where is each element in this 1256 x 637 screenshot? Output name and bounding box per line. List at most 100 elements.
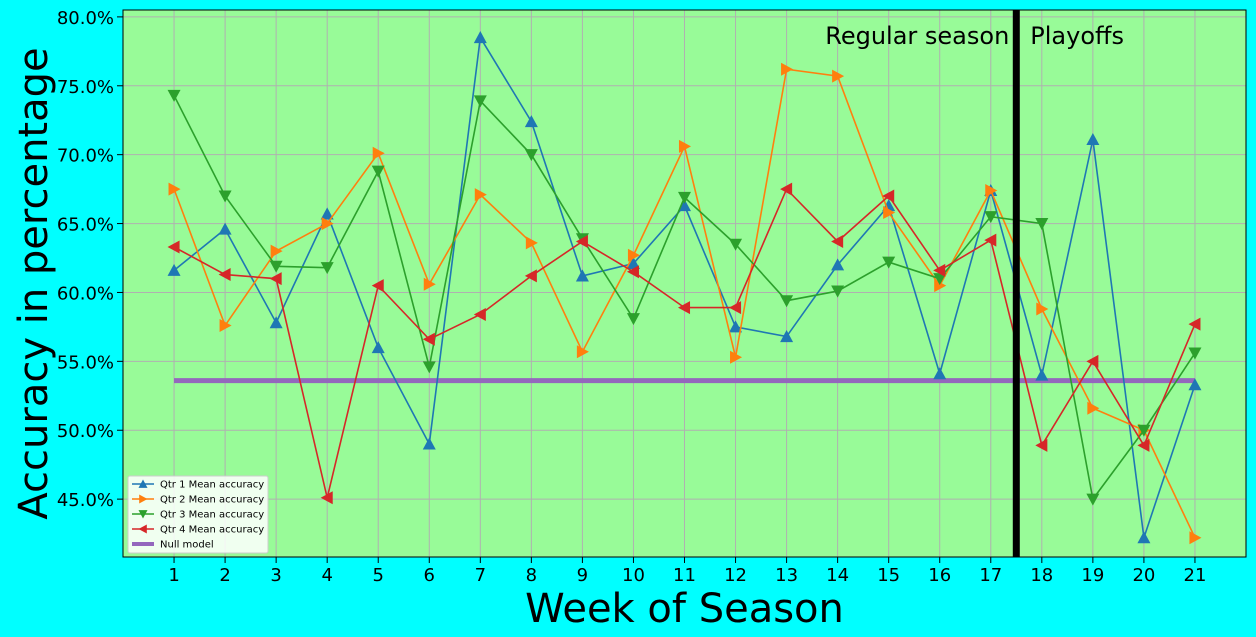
x-tick-label: 3	[270, 565, 281, 586]
x-tick-label: 1	[168, 565, 179, 586]
data-point	[832, 69, 845, 83]
data-point	[524, 269, 537, 283]
data-point	[831, 258, 845, 271]
y-axis-label: Accuracy in percentage	[11, 47, 57, 519]
data-point	[678, 301, 691, 315]
data-point	[473, 308, 486, 322]
data-point	[269, 272, 282, 286]
x-tick-label: 11	[673, 565, 696, 586]
data-point	[371, 279, 384, 293]
data-point	[219, 319, 232, 333]
data-point	[422, 437, 436, 450]
data-point	[167, 240, 180, 254]
series-2	[168, 62, 1202, 545]
x-tick-label: 18	[1030, 565, 1053, 586]
data-point	[831, 234, 844, 248]
data-point	[1189, 531, 1202, 545]
data-point	[627, 248, 640, 262]
data-point	[933, 273, 947, 286]
x-tick-label: 4	[321, 565, 332, 586]
data-point	[781, 62, 794, 76]
data-point	[626, 313, 640, 326]
x-tick-label: 14	[826, 565, 849, 586]
grid	[123, 10, 1246, 557]
x-axis: 1 2 3 4 5 6 7 8 9 10 11 12 13 14 15 16 17 18 19 20 21	[168, 557, 1206, 586]
data-point	[320, 207, 334, 220]
x-tick-label: 5	[373, 565, 384, 586]
data-point	[933, 367, 947, 380]
data-point	[883, 206, 896, 220]
y-tick-label: 45.0%	[57, 490, 114, 511]
legend-box	[127, 475, 269, 554]
y-tick-label: 50.0%	[57, 421, 114, 442]
data-point	[321, 217, 334, 231]
legend-entry: Qtr 1 Mean accuracy	[132, 479, 264, 491]
y-axis: 45.0% 50.0% 55.0% 60.0% 65.0% 70.0% 75.0% 80.0%	[57, 8, 123, 511]
data-point	[729, 238, 743, 251]
data-point	[1086, 354, 1099, 368]
y-tick-label: 75.0%	[57, 77, 114, 98]
data-point	[371, 165, 385, 178]
x-tick-label: 17	[979, 565, 1002, 586]
legend-label: Null model	[160, 540, 214, 551]
y-tick-label: 80.0%	[57, 8, 114, 29]
series-3	[167, 89, 1202, 506]
data-point	[524, 115, 538, 128]
data-point	[1035, 438, 1048, 452]
data-point	[524, 149, 538, 162]
data-point	[1188, 347, 1202, 360]
data-point	[1086, 493, 1100, 506]
data-point	[730, 350, 743, 364]
data-point	[626, 257, 640, 270]
data-point	[831, 285, 845, 298]
data-point	[473, 31, 487, 44]
legend-swatch-marker	[138, 479, 148, 488]
data-point	[984, 233, 997, 247]
y-tick-label: 55.0%	[57, 352, 114, 373]
data-point	[933, 263, 946, 277]
data-point	[167, 89, 181, 102]
legend-label: Qtr 4 Mean accuracy	[160, 525, 264, 536]
x-tick-label: 8	[526, 565, 537, 586]
x-tick-label: 20	[1132, 565, 1155, 586]
data-point	[270, 244, 283, 258]
x-tick-label: 10	[622, 565, 645, 586]
data-point	[984, 211, 998, 224]
data-point	[626, 265, 639, 279]
data-point	[269, 260, 283, 273]
data-point	[882, 256, 896, 269]
data-point	[218, 190, 232, 203]
data-point	[1137, 531, 1151, 544]
data-point	[575, 234, 588, 248]
y-tick-label: 60.0%	[57, 283, 114, 304]
data-point	[423, 277, 436, 291]
legend-label: Qtr 2 Mean accuracy	[160, 495, 264, 506]
data-point	[882, 189, 895, 203]
data-point	[1137, 438, 1150, 452]
legend: Qtr 1 Mean accuracy Qtr 2 Mean accuracy Qt…	[127, 475, 269, 554]
y-tick-label: 65.0%	[57, 215, 114, 236]
x-tick-label: 16	[928, 565, 951, 586]
data-point	[372, 146, 385, 160]
legend-label: Qtr 3 Mean accuracy	[160, 510, 264, 521]
data-point	[576, 345, 589, 359]
legend-entry: Qtr 4 Mean accuracy	[132, 524, 264, 536]
x-tick-label: 12	[724, 565, 747, 586]
annotation-playoffs: Playoffs	[1030, 22, 1124, 50]
data-point	[1137, 424, 1151, 437]
data-point	[422, 332, 435, 346]
x-tick-label: 21	[1184, 565, 1207, 586]
x-tick-label: 15	[877, 565, 900, 586]
data-point	[1086, 133, 1100, 146]
data-point	[934, 279, 947, 293]
data-point	[780, 182, 793, 196]
x-tick-label: 9	[577, 565, 588, 586]
x-tick-label: 19	[1081, 565, 1104, 586]
x-axis-label: Week of Season	[525, 586, 844, 632]
data-point	[168, 182, 181, 196]
legend-entry: Qtr 3 Mean accuracy	[132, 510, 264, 521]
data-point	[575, 269, 589, 282]
annotation-regular-season: Regular season	[825, 22, 1009, 50]
series-layer	[167, 31, 1202, 545]
